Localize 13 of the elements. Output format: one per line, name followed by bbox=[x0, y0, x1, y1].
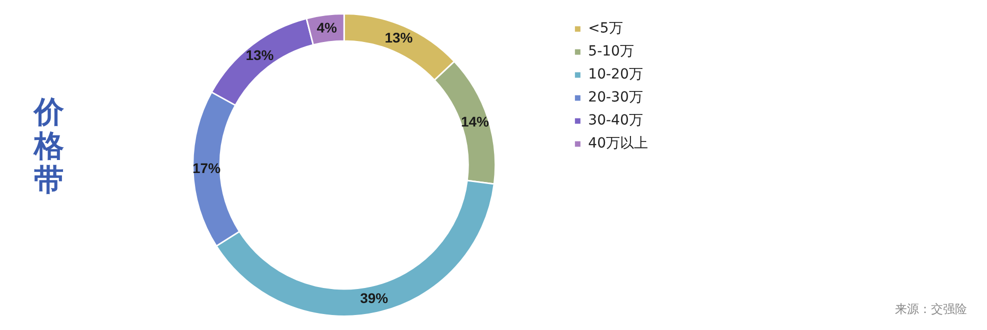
source-note: 来源：交强险 bbox=[895, 301, 967, 318]
legend-label: <5万 bbox=[588, 20, 623, 37]
data-label: 39% bbox=[360, 290, 389, 306]
legend-label: 20-30万 bbox=[588, 90, 643, 106]
data-label: 14% bbox=[460, 113, 490, 130]
legend-label: 10-20万 bbox=[588, 66, 643, 83]
data-label: 4% bbox=[316, 19, 338, 36]
legend-label: 40万以上 bbox=[588, 136, 648, 152]
data-label: 13% bbox=[384, 30, 414, 46]
text: 价格带 bbox=[34, 95, 65, 198]
data-label: 13% bbox=[246, 47, 274, 64]
legend-label: 5-10万 bbox=[588, 44, 634, 60]
legend-label: 30-40万 bbox=[588, 112, 643, 129]
